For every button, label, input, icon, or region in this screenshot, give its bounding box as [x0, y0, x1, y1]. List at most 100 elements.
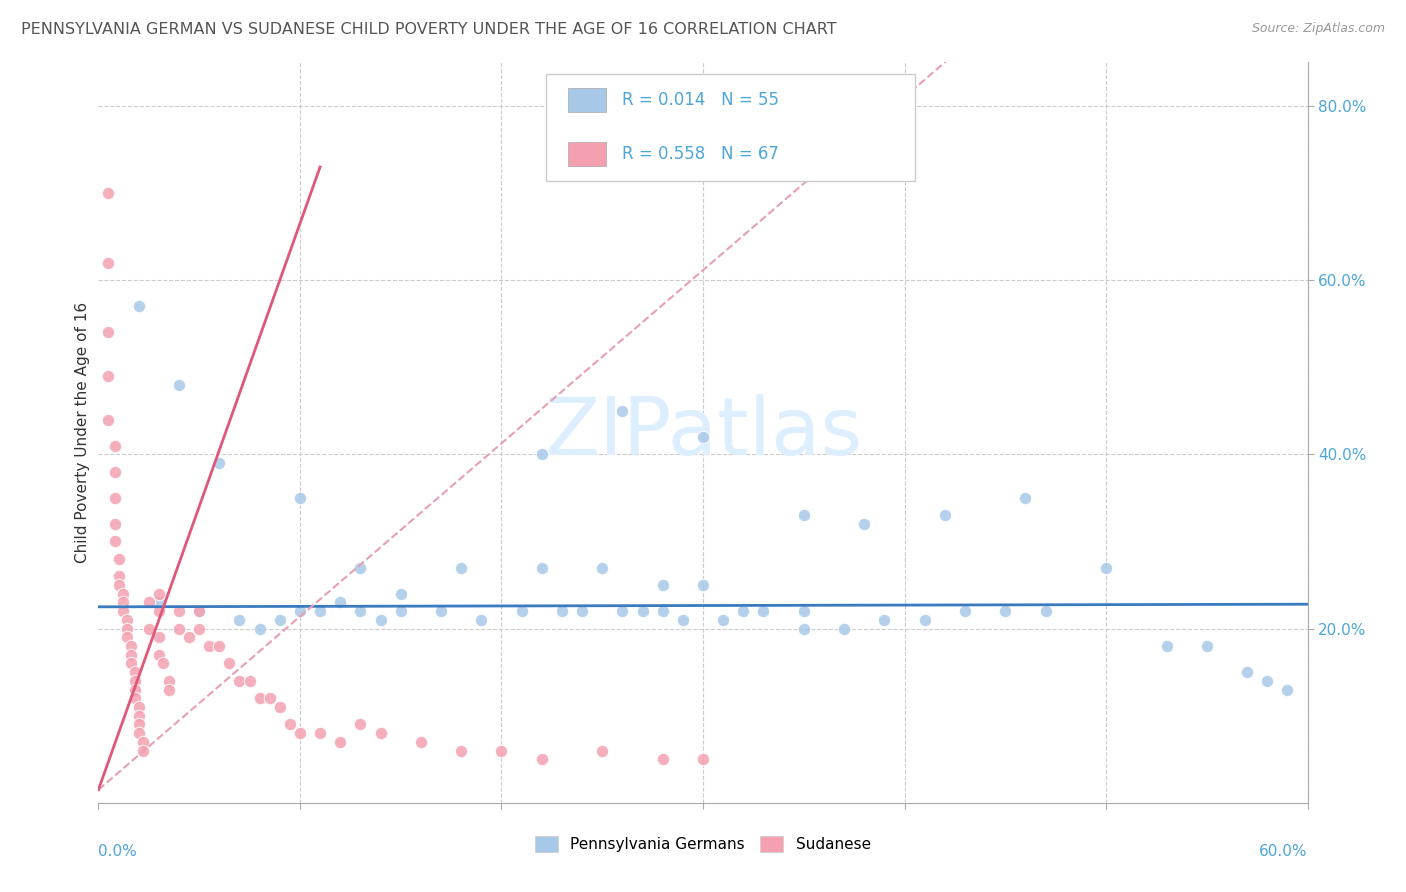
Point: [97, 256, 120, 270]
Point: [430, 604, 453, 618]
Point: [692, 430, 714, 444]
Point: [612, 604, 634, 618]
Point: [218, 657, 240, 671]
Point: [278, 717, 301, 731]
Point: [329, 595, 352, 609]
Point: [148, 595, 170, 609]
Point: [107, 569, 129, 583]
Point: [752, 604, 775, 618]
Point: [179, 630, 201, 644]
Point: [853, 517, 876, 532]
Point: [934, 508, 956, 523]
Point: [832, 622, 855, 636]
Point: [132, 743, 155, 757]
Point: [208, 639, 231, 653]
Point: [111, 595, 134, 609]
Point: [120, 648, 142, 662]
FancyBboxPatch shape: [568, 143, 606, 166]
Point: [124, 691, 146, 706]
Point: [132, 735, 155, 749]
Point: [409, 735, 432, 749]
Point: [103, 534, 125, 549]
Point: [167, 604, 190, 618]
Point: [228, 613, 250, 627]
Point: [450, 743, 472, 757]
Point: [157, 673, 180, 688]
Point: [651, 752, 673, 766]
Point: [631, 604, 654, 618]
Y-axis label: Child Poverty Under the Age of 16: Child Poverty Under the Age of 16: [75, 302, 90, 563]
Point: [138, 595, 160, 609]
Point: [115, 630, 138, 644]
Point: [115, 613, 138, 627]
Point: [103, 491, 125, 505]
Point: [672, 613, 695, 627]
Legend: Pennsylvania Germans, Sudanese: Pennsylvania Germans, Sudanese: [529, 830, 877, 858]
Point: [97, 369, 120, 384]
Point: [138, 622, 160, 636]
Point: [128, 717, 150, 731]
Text: PENNSYLVANIA GERMAN VS SUDANESE CHILD POVERTY UNDER THE AGE OF 16 CORRELATION CH: PENNSYLVANIA GERMAN VS SUDANESE CHILD PO…: [21, 22, 837, 37]
Point: [510, 604, 533, 618]
Point: [111, 587, 134, 601]
Text: Source: ZipAtlas.com: Source: ZipAtlas.com: [1251, 22, 1385, 36]
Point: [329, 735, 352, 749]
Point: [349, 604, 371, 618]
Point: [167, 377, 190, 392]
Point: [107, 578, 129, 592]
Point: [249, 622, 271, 636]
Point: [124, 673, 146, 688]
Point: [349, 560, 371, 574]
Point: [288, 604, 311, 618]
Text: R = 0.014   N = 55: R = 0.014 N = 55: [621, 91, 779, 109]
Point: [269, 700, 291, 714]
Point: [994, 604, 1017, 618]
Point: [370, 726, 392, 740]
Point: [389, 604, 412, 618]
Point: [228, 673, 250, 688]
Point: [1277, 682, 1299, 697]
Point: [103, 465, 125, 479]
Point: [491, 743, 513, 757]
Point: [612, 404, 634, 418]
Point: [148, 630, 170, 644]
Point: [269, 613, 291, 627]
Text: R = 0.558   N = 67: R = 0.558 N = 67: [621, 145, 779, 163]
Point: [152, 657, 174, 671]
Point: [1195, 639, 1218, 653]
Point: [530, 560, 553, 574]
Point: [97, 412, 120, 426]
Point: [591, 743, 613, 757]
Point: [793, 508, 815, 523]
Point: [530, 447, 553, 461]
Point: [128, 700, 150, 714]
Point: [288, 726, 311, 740]
Point: [692, 578, 714, 592]
Point: [128, 708, 150, 723]
Point: [651, 604, 673, 618]
FancyBboxPatch shape: [546, 73, 915, 181]
Point: [111, 604, 134, 618]
Point: [148, 604, 170, 618]
Text: ZIPatlas: ZIPatlas: [544, 393, 862, 472]
Point: [157, 682, 180, 697]
Point: [651, 578, 673, 592]
Point: [370, 613, 392, 627]
Point: [107, 552, 129, 566]
Point: [128, 726, 150, 740]
Point: [551, 604, 574, 618]
Point: [1236, 665, 1258, 680]
Point: [259, 691, 281, 706]
Point: [97, 326, 120, 340]
Point: [1256, 673, 1278, 688]
FancyBboxPatch shape: [568, 88, 606, 112]
Point: [128, 299, 150, 313]
Point: [309, 604, 332, 618]
Point: [1156, 639, 1178, 653]
Point: [103, 517, 125, 532]
Point: [591, 560, 613, 574]
Point: [389, 587, 412, 601]
Point: [953, 604, 976, 618]
Point: [124, 665, 146, 680]
Point: [148, 648, 170, 662]
